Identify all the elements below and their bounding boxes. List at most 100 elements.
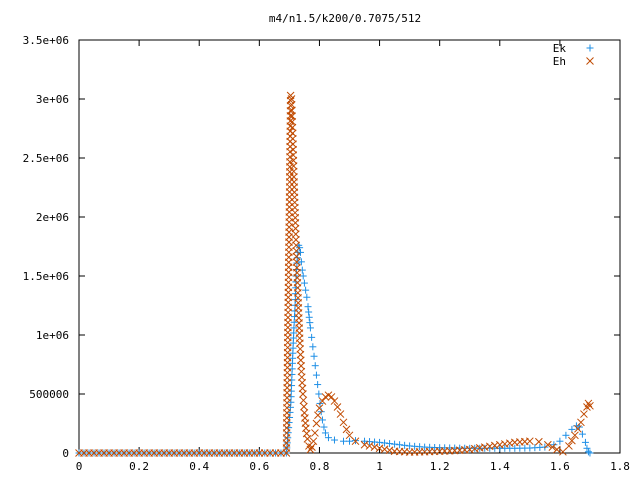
data-point — [336, 410, 345, 418]
marker-stroke — [534, 437, 543, 446]
x-tick-label: 0.8 — [310, 460, 330, 473]
chart-axes: 0 0.2 0.4 0.6 0.8 1 1.2 1.4 1.6 1.8 0 500000 1e+06 1.… — [23, 34, 630, 473]
x-tick-label: 0 — [76, 460, 83, 473]
data-point — [300, 402, 308, 411]
x-tick-label: 0.2 — [129, 460, 149, 473]
x-tick-label: 1.4 — [490, 460, 510, 473]
data-point — [310, 352, 318, 360]
marker-stroke — [292, 247, 301, 255]
marker-stroke — [580, 410, 588, 418]
marker-stroke — [574, 424, 582, 433]
data-point — [266, 449, 275, 457]
data-point — [308, 443, 316, 451]
x-tick-label: 0.6 — [249, 460, 269, 473]
x-tick-label: 1 — [376, 460, 383, 473]
data-point — [386, 440, 394, 448]
marker-stroke — [465, 445, 474, 454]
marker-stroke — [303, 434, 312, 443]
data-point — [586, 401, 594, 410]
legend-label-ek: Ek — [553, 42, 567, 55]
marker-stroke — [450, 446, 459, 455]
marker-stroke — [520, 437, 529, 446]
data-point — [314, 381, 322, 389]
data-point — [333, 403, 342, 411]
data-point — [571, 431, 579, 440]
data-point — [314, 411, 322, 420]
marker-stroke — [299, 390, 307, 398]
data-point — [556, 437, 564, 445]
data-point — [299, 390, 307, 398]
marker-stroke — [515, 438, 524, 446]
data-point — [302, 286, 310, 294]
data-point — [292, 241, 301, 250]
data-point — [291, 224, 300, 233]
marker-stroke — [287, 95, 296, 103]
data-point — [553, 445, 561, 454]
marker-stroke — [525, 437, 534, 446]
marker-stroke — [292, 258, 301, 266]
data-point — [351, 437, 360, 446]
data-point — [287, 95, 296, 103]
marker-stroke — [548, 443, 557, 451]
data-point — [305, 313, 313, 321]
series-ek — [75, 241, 594, 457]
data-point — [308, 333, 316, 341]
data-point — [311, 429, 319, 437]
marker-stroke — [490, 441, 499, 450]
data-point — [291, 219, 300, 227]
data-point — [586, 449, 594, 457]
marker-stroke — [255, 449, 264, 457]
marker-stroke — [309, 437, 318, 446]
marker-stroke — [370, 443, 379, 451]
data-point — [339, 418, 348, 427]
y-tick-label: 1e+06 — [36, 329, 69, 342]
series-eh — [75, 91, 594, 457]
data-point — [260, 449, 269, 457]
marker-stroke — [288, 112, 296, 120]
marker-stroke — [544, 440, 552, 449]
data-point — [303, 434, 312, 443]
marker-stroke — [318, 397, 327, 405]
marker-stroke — [291, 230, 300, 238]
marker-stroke — [324, 391, 333, 400]
data-point — [303, 293, 311, 301]
marker-stroke — [266, 449, 275, 457]
marker-stroke — [345, 431, 354, 440]
marker-stroke — [505, 439, 514, 448]
marker-stroke — [291, 219, 300, 227]
marker-stroke — [584, 399, 593, 408]
data-point — [580, 410, 588, 418]
y-tick-label: 2e+06 — [36, 211, 69, 224]
data-point — [544, 440, 552, 449]
data-point — [574, 424, 582, 433]
marker-stroke — [330, 397, 339, 405]
data-point — [380, 445, 389, 454]
marker-stroke — [311, 429, 319, 437]
data-point — [327, 393, 336, 401]
marker-stroke — [288, 106, 296, 115]
data-point — [311, 362, 319, 370]
marker-stroke — [315, 404, 324, 413]
chart-title: m4/n1.5/k200/0.7075/512 — [269, 12, 421, 25]
marker-stroke — [299, 396, 308, 405]
marker-stroke — [292, 252, 301, 261]
x-tick-label: 1.2 — [430, 460, 450, 473]
y-tick-label: 3.5e+06 — [23, 34, 69, 47]
marker-stroke — [312, 419, 321, 428]
data-point — [288, 123, 297, 132]
marker-stroke — [360, 440, 369, 449]
data-point — [584, 448, 592, 456]
marker-stroke — [559, 447, 567, 456]
data-point — [330, 436, 338, 444]
x-tick-label: 0.4 — [189, 460, 209, 473]
marker-stroke — [586, 401, 594, 410]
chart-series-layer — [75, 91, 594, 457]
data-point — [288, 112, 296, 120]
marker-stroke — [314, 411, 322, 420]
marker-stroke — [306, 445, 315, 454]
data-point — [381, 439, 389, 447]
data-point — [342, 425, 351, 434]
data-point — [320, 423, 328, 431]
data-point — [309, 343, 317, 351]
